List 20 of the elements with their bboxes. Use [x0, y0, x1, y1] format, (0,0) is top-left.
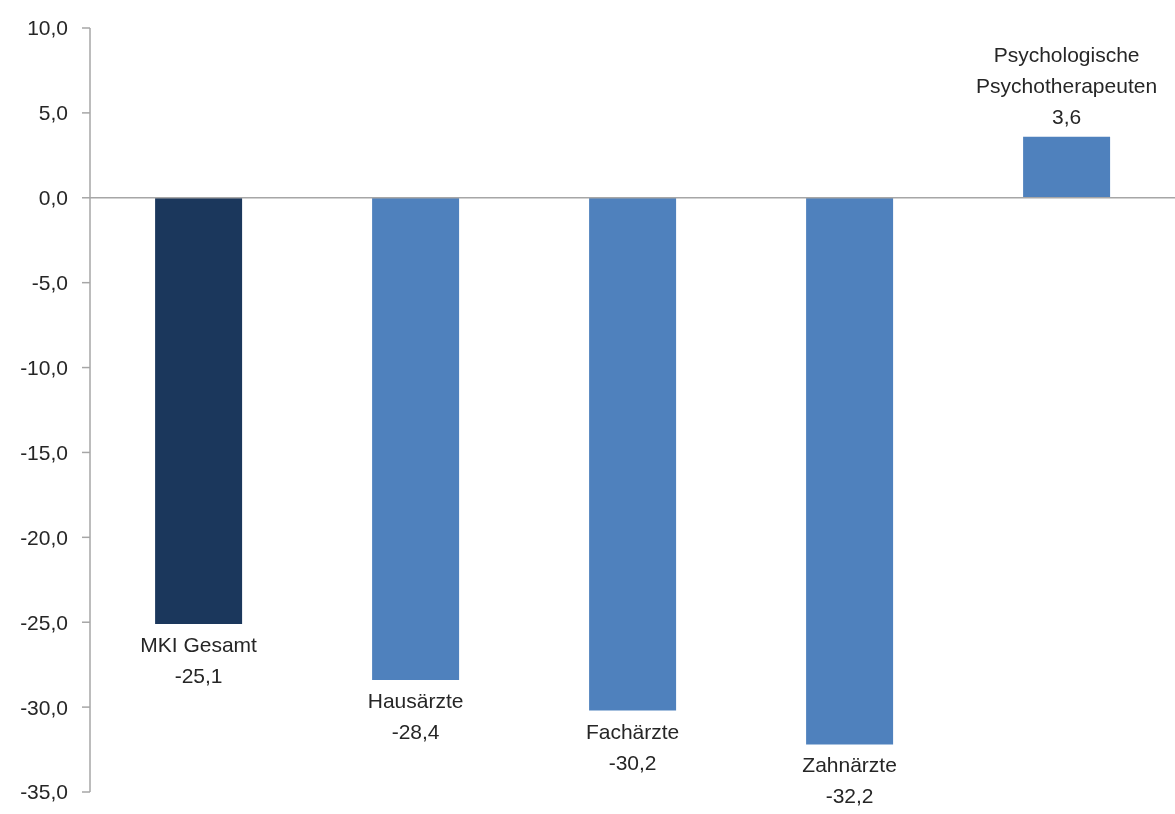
data-label: -28,4: [391, 719, 440, 743]
y-tick-label: -5,0: [31, 271, 68, 295]
x-tick-label: MKI Gesamt: [140, 632, 258, 656]
y-tick-label: 5,0: [38, 101, 68, 125]
data-label: -25,1: [174, 663, 223, 687]
x-tick-label: Fachärzte: [585, 719, 680, 743]
y-tick-label: -35,0: [20, 780, 68, 804]
y-tick-label: 10,0: [27, 16, 68, 40]
y-tick-label: 0,0: [38, 186, 68, 210]
y-tick-label: -30,0: [20, 695, 68, 719]
y-tick-label: -20,0: [20, 525, 68, 549]
data-label: -32,2: [825, 784, 874, 808]
y-tick-label: -15,0: [20, 440, 68, 464]
x-tick-label: Zahnärzte: [802, 753, 897, 777]
x-tick-label: Hausärzte: [367, 688, 464, 712]
data-label: -30,2: [608, 750, 657, 774]
x-tick-label: Psychologische Psychotherapeuten: [976, 42, 1158, 97]
data-label: 3,6: [1052, 104, 1082, 128]
y-tick-label: -25,0: [20, 610, 68, 634]
y-tick-label: -10,0: [20, 356, 68, 380]
